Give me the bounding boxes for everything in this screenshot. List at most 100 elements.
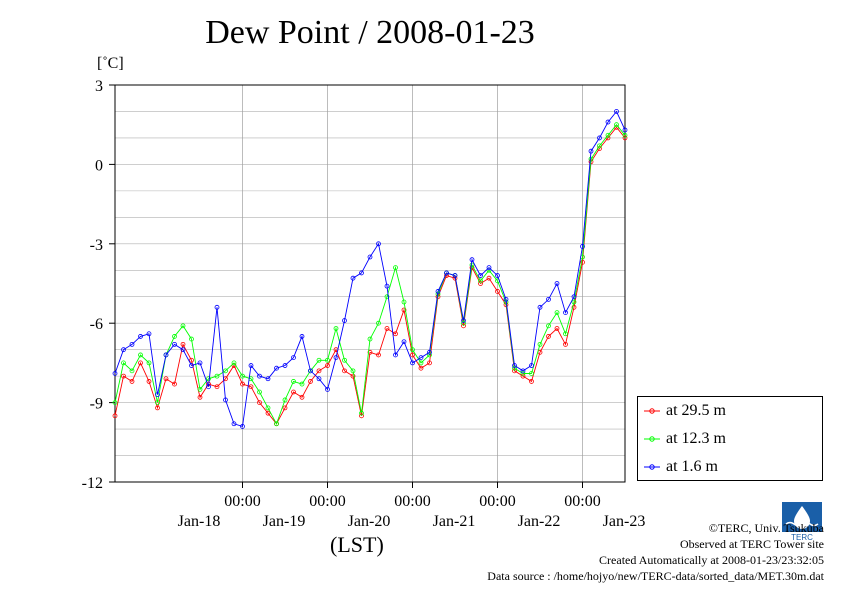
data-point <box>418 360 424 366</box>
data-point <box>274 365 279 371</box>
x-axis-label: (LST) <box>330 532 384 557</box>
data-point <box>206 384 211 390</box>
data-point <box>384 326 390 331</box>
data-point <box>155 405 160 411</box>
data-point <box>469 262 475 268</box>
data-point <box>359 270 364 276</box>
data-point <box>622 127 628 133</box>
series-2 <box>112 122 628 427</box>
data-point <box>214 384 220 390</box>
series-1 <box>112 124 628 427</box>
data-point <box>129 368 135 374</box>
data-point <box>554 281 560 286</box>
data-point <box>265 410 271 416</box>
data-point <box>231 421 237 427</box>
data-point <box>393 352 398 358</box>
data-point <box>333 355 339 361</box>
data-point <box>282 363 288 368</box>
data-point <box>597 143 602 149</box>
data-point <box>180 341 186 347</box>
data-point <box>376 241 381 247</box>
data-point <box>486 265 492 271</box>
data-point <box>529 363 534 368</box>
data-point <box>308 368 313 374</box>
data-point <box>512 365 517 371</box>
data-point <box>478 278 483 284</box>
data-point <box>189 357 194 363</box>
created-text: Created Automatically at 2008-01-23/23:3… <box>599 553 824 567</box>
data-point <box>138 334 143 339</box>
data-point <box>189 336 194 342</box>
data-point <box>605 119 611 125</box>
data-point <box>129 341 135 347</box>
data-point <box>342 368 347 374</box>
data-point <box>376 320 381 326</box>
data-point <box>240 381 245 387</box>
data-point <box>529 379 534 384</box>
data-point <box>588 148 594 154</box>
data-point <box>520 371 526 376</box>
data-point <box>129 379 135 384</box>
y-axis-unit: [˚C] <box>97 55 124 72</box>
data-point <box>180 347 186 353</box>
data-point <box>495 289 500 294</box>
data-point <box>299 334 305 339</box>
data-point <box>342 318 347 323</box>
data-point <box>197 386 203 392</box>
x-day-label: Jan-22 <box>518 513 561 530</box>
data-point <box>461 318 466 323</box>
data-point <box>350 368 356 374</box>
data-point <box>146 360 152 366</box>
data-point <box>146 331 152 337</box>
data-point <box>248 363 254 368</box>
data-point <box>571 304 577 310</box>
data-point <box>197 360 203 366</box>
data-point <box>265 376 271 382</box>
data-point <box>248 384 254 390</box>
data-point <box>138 352 143 358</box>
data-point <box>367 349 373 355</box>
data-point <box>622 135 628 141</box>
data-point <box>512 368 517 374</box>
data-point <box>231 360 237 366</box>
x-day-label: Jan-21 <box>433 513 476 530</box>
x-day-label: Jan-18 <box>178 513 221 530</box>
logo-text: TERC <box>791 533 813 542</box>
data-point <box>291 355 296 361</box>
x-day-label: Jan-20 <box>348 513 391 530</box>
data-point <box>546 334 551 339</box>
data-point <box>435 289 441 294</box>
data-point <box>325 357 330 363</box>
data-point <box>554 326 560 331</box>
x-day-label: Jan-19 <box>263 513 306 530</box>
y-tick-label: -6 <box>90 316 103 333</box>
y-tick-label: -9 <box>90 396 103 413</box>
data-point <box>393 265 398 271</box>
data-point <box>214 304 220 310</box>
data-point <box>342 357 347 363</box>
y-tick-label: -3 <box>90 237 103 254</box>
data-point <box>571 294 577 300</box>
data-point <box>121 347 126 353</box>
data-point <box>316 368 322 374</box>
data-point <box>537 304 543 310</box>
data-point <box>461 320 466 326</box>
x-tick-label: 00:00 <box>479 493 515 510</box>
data-point <box>622 132 628 138</box>
data-point <box>121 360 126 366</box>
data-point <box>537 341 543 347</box>
x-tick-label: 00:00 <box>394 493 430 510</box>
data-point <box>282 397 288 403</box>
data-point <box>469 257 475 263</box>
data-point <box>299 394 305 400</box>
data-point <box>172 334 177 339</box>
data-point <box>206 376 211 382</box>
legend-marker-12-3 <box>644 436 660 442</box>
series-3 <box>112 109 628 429</box>
data-point <box>163 352 169 358</box>
data-point <box>512 363 517 368</box>
source-text: Data source : /home/hojyo/new/TERC-data/… <box>487 569 824 583</box>
legend-marker-29-5 <box>644 408 660 414</box>
data-point <box>384 294 390 300</box>
data-point <box>316 376 322 382</box>
